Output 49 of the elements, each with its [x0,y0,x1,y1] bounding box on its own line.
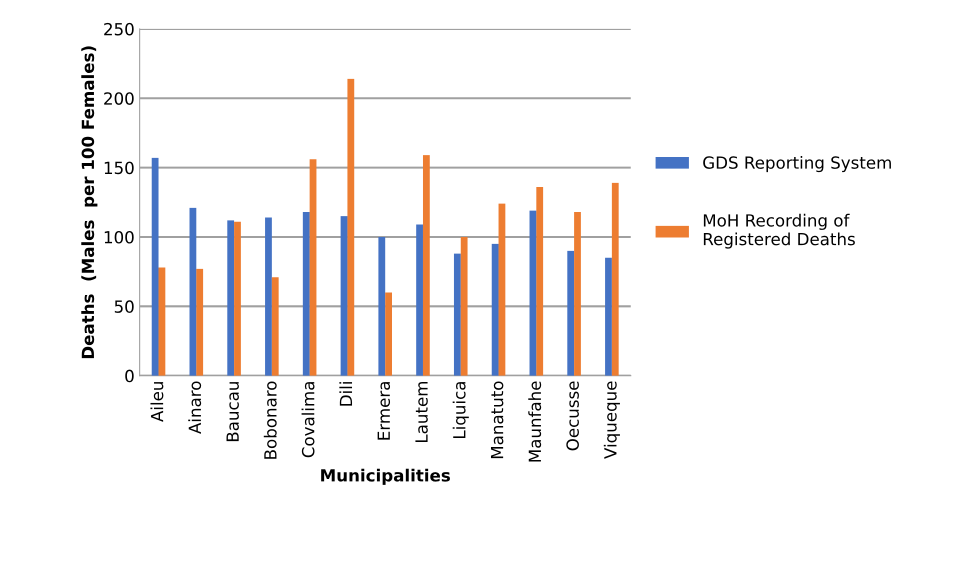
bar [196,268,204,376]
bar [340,216,348,376]
bar [422,155,430,376]
x-tick-label: Ermera [378,382,390,440]
bar [460,236,468,376]
x-tick-label: Aileu [150,382,164,422]
bar [498,204,506,376]
bar [454,254,461,376]
x-tick-label: Liquica [452,382,469,438]
y-tick-label: 250 [104,22,134,36]
y-tick-label: 100 [104,230,134,244]
bar [158,268,166,376]
y-axis-title: Deaths (Males per 100 Females) [81,46,98,358]
bar [302,212,310,376]
bar [265,218,272,376]
bar [190,208,196,376]
y-tick-label: 50 [114,300,134,313]
bar [530,210,536,376]
bar [612,182,619,376]
x-tick-label: Lautem [415,382,428,442]
bar [272,277,279,376]
x-tick-label: Manatuto [490,381,504,458]
bar [492,244,499,376]
bar [567,250,574,376]
bar [310,159,316,376]
x-tick-label: Ainaro [188,381,202,434]
y-tick-label: 0 [125,370,134,382]
x-tick-label: Maunfahe [528,381,542,462]
x-tick-label: Viqueque [604,381,620,459]
bar [385,292,392,376]
x-tick-label: Oecusse [566,381,579,450]
y-tick-label: 150 [104,162,134,174]
bar [227,220,234,376]
bar [234,222,241,376]
bar [574,212,581,376]
y-tick-label: 200 [104,92,134,105]
bar [378,236,386,376]
x-tick-label: Baucau [226,382,239,442]
x-tick-label: Bobonaro [264,381,277,459]
bar [416,224,423,376]
bar [152,158,159,376]
legend-label: GDS Reporting System [703,156,891,172]
x-axis-title: Municipalities [321,468,450,485]
legend-label: MoH Recording of Registered Deaths [704,214,855,249]
x-tick-label: Covalima [302,382,314,458]
bar [605,258,612,376]
bar [347,78,354,376]
bar [536,187,544,376]
x-tick-label: Dili [339,382,352,406]
